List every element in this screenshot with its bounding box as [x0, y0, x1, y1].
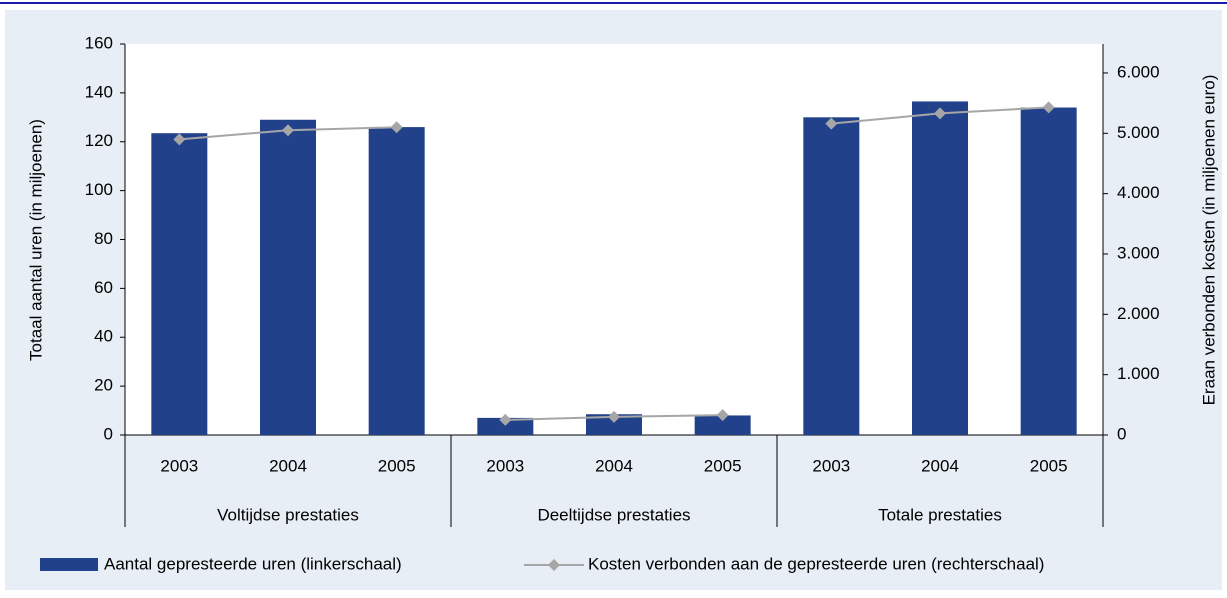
group-label: Totale prestaties — [878, 505, 1002, 524]
line-marker — [499, 413, 512, 426]
line-marker — [934, 107, 946, 120]
bar — [368, 127, 425, 436]
y-tick-label: 40 — [94, 327, 113, 346]
bar — [694, 415, 751, 435]
x-tick-label: 2005 — [704, 456, 742, 475]
y2-tick-label: 0 — [1117, 424, 1126, 443]
y2-tick-label: 4.000 — [1117, 183, 1160, 202]
group-label: Voltijdse prestaties — [217, 505, 359, 524]
legend-marker — [548, 559, 560, 571]
y-tick-label: 120 — [85, 131, 113, 150]
x-tick-label: 2004 — [921, 456, 959, 475]
legend-label: Kosten verbonden aan de gepresteerde ure… — [588, 554, 1044, 573]
line-marker — [173, 133, 186, 146]
x-tick-label: 2003 — [160, 456, 198, 475]
y2-axis-label: Eraan verbonden kosten (in miljoenen eur… — [1199, 75, 1218, 406]
y2-tick-label: 6.000 — [1117, 62, 1160, 81]
y-tick-label: 60 — [94, 278, 113, 297]
x-tick-label: 2003 — [486, 456, 524, 475]
x-tick-label: 2005 — [378, 456, 416, 475]
bar — [586, 414, 642, 435]
legend-swatch — [40, 558, 98, 571]
bar — [477, 417, 534, 435]
y-tick-label: 0 — [104, 424, 113, 443]
bar — [803, 117, 860, 435]
y2-tick-label: 3.000 — [1117, 243, 1160, 262]
y-tick-label: 80 — [94, 229, 113, 248]
line-marker — [1042, 101, 1055, 114]
x-tick-label: 2004 — [269, 456, 307, 475]
y-tick-label: 20 — [94, 376, 113, 395]
x-tick-label: 2005 — [1030, 456, 1068, 475]
y-tick-label: 160 — [85, 33, 113, 52]
y-tick-label: 140 — [85, 82, 113, 101]
y2-tick-label: 5.000 — [1117, 123, 1160, 142]
line-marker — [390, 121, 403, 134]
group-label: Deeltijdse prestaties — [537, 505, 690, 524]
line-marker — [608, 410, 620, 423]
line-marker — [716, 409, 729, 422]
y2-tick-label: 2.000 — [1117, 304, 1160, 323]
bar — [151, 133, 208, 435]
x-tick-label: 2003 — [812, 456, 850, 475]
line-marker — [282, 124, 294, 137]
bar — [912, 101, 968, 435]
x-tick-label: 2004 — [595, 456, 633, 475]
bar — [260, 119, 316, 435]
bar — [1020, 107, 1077, 435]
y2-tick-label: 1.000 — [1117, 364, 1160, 383]
y-axis-label: Totaal aantal uren (in miljoenen) — [26, 119, 45, 361]
legend-label: Aantal gepresteerde uren (linkerschaal) — [104, 554, 402, 573]
line-marker — [825, 117, 838, 130]
y-tick-label: 100 — [85, 180, 113, 199]
